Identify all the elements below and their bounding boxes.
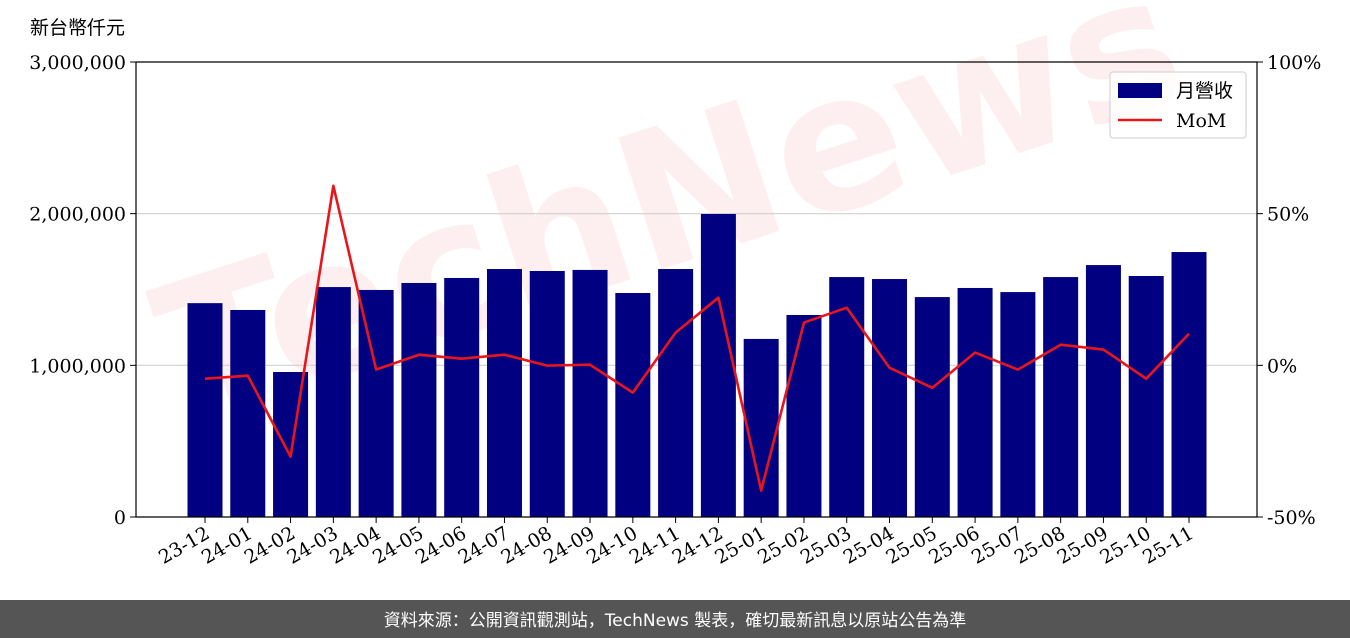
bar [914, 297, 950, 517]
legend-label: 月營收 [1176, 80, 1233, 102]
bar [786, 314, 822, 517]
bar [872, 279, 908, 517]
bar [401, 282, 437, 517]
bar [1000, 292, 1036, 517]
plot-frame [135, 61, 1258, 518]
bar [1043, 277, 1079, 517]
y-tick-label: 0 [114, 507, 126, 529]
legend-label: MoM [1176, 110, 1226, 132]
y-tick-label: 1,000,000 [29, 355, 126, 377]
y2-tick-label: 0% [1267, 355, 1297, 377]
bar [358, 289, 394, 517]
bar [829, 277, 865, 517]
bar [273, 372, 309, 517]
bar [230, 309, 266, 517]
bar [486, 269, 522, 517]
y2-tick-label: 100% [1267, 52, 1321, 74]
bar [529, 270, 565, 517]
bar [957, 287, 993, 517]
bar [1128, 276, 1164, 517]
bar [615, 292, 651, 517]
footer: 資料來源：公開資訊觀測站，TechNews 製表，確切最新訊息以原站公告為準 [384, 611, 966, 631]
y2-tick-label: 50% [1267, 204, 1309, 226]
line [204, 184, 1190, 492]
y-tick-label: 3,000,000 [29, 52, 126, 74]
bar [187, 303, 223, 517]
bar [658, 269, 694, 517]
x-tick-label: 25-11 [1139, 522, 1197, 568]
bar [315, 287, 351, 517]
bar [1085, 265, 1121, 517]
bar [444, 277, 480, 517]
bar [572, 269, 608, 517]
y-tick-label: 2,000,000 [29, 204, 126, 226]
legend-swatch [1118, 83, 1162, 98]
y-axis-label: 新台幣仟元 [30, 17, 125, 39]
y2-tick-label: -50% [1267, 507, 1316, 529]
footer-bar [0, 600, 1350, 638]
bar [1171, 252, 1207, 517]
bar [700, 213, 736, 517]
